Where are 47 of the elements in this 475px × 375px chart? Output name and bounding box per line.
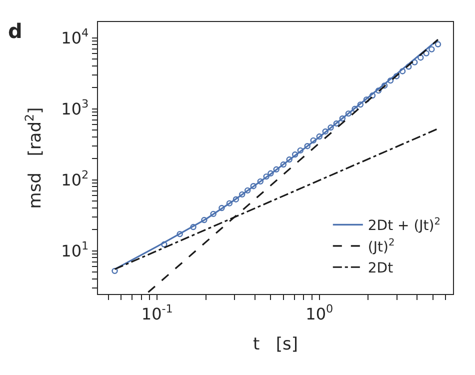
point <box>292 151 298 158</box>
point <box>387 77 394 84</box>
y-tick-label: 10$^{3}$ <box>61 98 89 118</box>
point <box>434 41 442 48</box>
x-tick-label: 10$^{-1}$ <box>141 302 173 324</box>
point <box>399 68 406 74</box>
y-tick-label: 10$^{1}$ <box>61 240 89 260</box>
point <box>369 92 376 99</box>
legend-label: (Jt)$^{2}$ <box>368 238 395 256</box>
point <box>273 166 280 173</box>
point <box>322 128 328 135</box>
point <box>375 87 382 94</box>
y-tick-label: 10$^{4}$ <box>61 26 89 48</box>
point <box>250 182 256 190</box>
point <box>232 196 240 202</box>
point <box>316 133 322 140</box>
point <box>280 161 286 168</box>
point <box>310 137 316 144</box>
point <box>286 156 292 163</box>
point <box>244 187 251 194</box>
point <box>328 124 334 131</box>
point <box>363 96 370 103</box>
legend-label: 2Dt + (Jt)$^{2}$ <box>368 216 440 234</box>
point <box>257 178 264 185</box>
text: d <box>8 19 22 43</box>
point <box>357 101 364 108</box>
point <box>352 106 358 112</box>
point <box>345 110 352 117</box>
point <box>304 143 310 150</box>
point <box>393 73 400 80</box>
point <box>239 191 246 198</box>
x-axis-title: t [s] <box>253 334 298 355</box>
x-tick-label: 10$^{0}$ <box>306 302 334 324</box>
point <box>406 64 412 70</box>
point <box>268 170 274 176</box>
point <box>333 120 340 127</box>
point <box>423 50 430 56</box>
point <box>226 200 233 206</box>
point <box>263 173 270 180</box>
legend-label: 2Dt <box>368 260 394 277</box>
point <box>412 59 418 66</box>
point <box>418 54 424 61</box>
y-tick-label: 10$^{2}$ <box>61 168 89 190</box>
point <box>339 115 346 122</box>
point <box>381 82 388 89</box>
point <box>428 46 435 52</box>
point <box>297 147 304 154</box>
